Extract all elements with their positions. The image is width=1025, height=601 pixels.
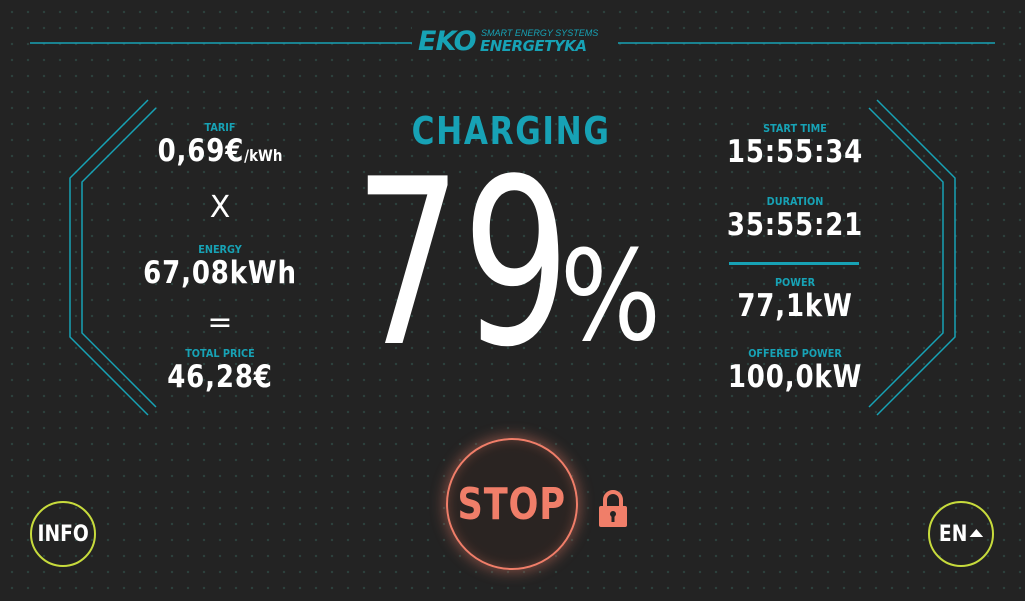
- charging-status-title: CHARGING: [411, 109, 611, 153]
- divider-line: [729, 262, 859, 265]
- start-time-value: 15:55:34: [726, 134, 864, 170]
- tarif-unit: /kWh: [244, 146, 283, 165]
- offered-power-label: OFFERED POWER: [748, 347, 842, 360]
- offered-power-block: OFFERED POWER 100,0kW: [695, 347, 895, 394]
- stop-button-label: STOP: [457, 478, 567, 530]
- info-button-label: INFO: [37, 521, 89, 547]
- stop-button[interactable]: STOP: [446, 438, 578, 570]
- duration-value: 35:55:21: [726, 207, 864, 243]
- power-block: POWER 77,1kW: [700, 276, 890, 323]
- start-time-block: START TIME 15:55:34: [700, 122, 890, 169]
- tarif-label: TARIF: [204, 121, 236, 134]
- charge-percent-value: 79: [353, 131, 571, 398]
- tarif-amount: 0,69€: [157, 133, 245, 169]
- tarif-value: 0,69€/kWh: [140, 134, 300, 173]
- info-button[interactable]: INFO: [30, 501, 96, 567]
- charge-percent-display: 79 %: [320, 150, 700, 380]
- language-button[interactable]: EN: [928, 501, 994, 567]
- power-value: 77,1kW: [737, 288, 853, 324]
- logo-main-text: EKO: [418, 26, 477, 57]
- duration-label: DURATION: [766, 195, 824, 208]
- logo-sub-text: ENERGETYKA: [480, 37, 587, 55]
- percent-sign: %: [560, 224, 661, 369]
- triangle-up-icon: [969, 528, 984, 537]
- lock-icon[interactable]: [596, 489, 630, 529]
- brand-logo: EKO SMART ENERGY SYSTEMS ENERGETYKA: [412, 26, 618, 58]
- energy-value: 67,08kWh: [143, 255, 297, 291]
- equals-sign: =: [207, 305, 233, 340]
- start-time-label: START TIME: [763, 122, 827, 135]
- total-price-label: TOTAL PRICE: [185, 347, 255, 360]
- energy-block: ENERGY 67,08kWh: [115, 243, 325, 290]
- total-price-value: 46,28€: [167, 359, 273, 395]
- duration-block: DURATION 35:55:21: [700, 195, 890, 242]
- multiply-sign: X: [209, 190, 231, 225]
- language-button-label: EN: [939, 522, 984, 547]
- language-code: EN: [938, 521, 968, 547]
- total-price-block: TOTAL PRICE 46,28€: [125, 347, 315, 394]
- offered-power-value: 100,0kW: [727, 359, 863, 395]
- power-label: POWER: [774, 276, 816, 289]
- energy-label: ENERGY: [198, 243, 242, 256]
- tarif-block: TARIF 0,69€/kWh: [125, 121, 315, 173]
- logo-tagline: SMART ENERGY SYSTEMS: [481, 28, 599, 38]
